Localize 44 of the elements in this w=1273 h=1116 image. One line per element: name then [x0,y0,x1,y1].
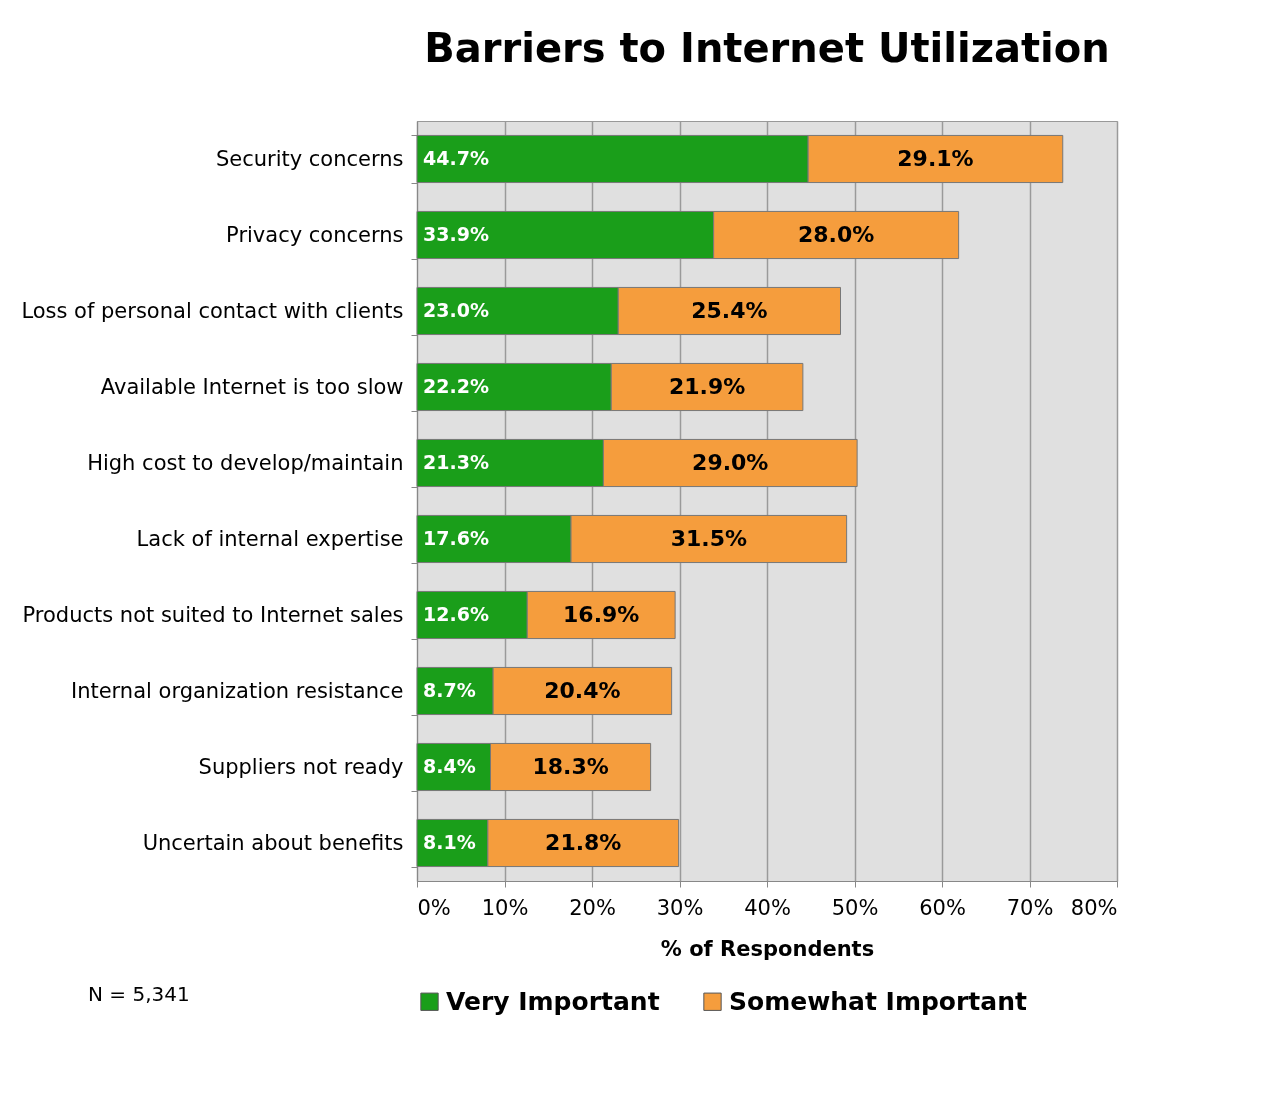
data-label: 23.0% [423,299,489,321]
data-label: 17.6% [423,527,489,549]
y-tick-label: Available Internet is too slow [100,374,404,399]
data-label: 8.1% [423,831,476,853]
y-tick-label: Internal organization resistance [70,678,404,703]
data-label: 16.9% [563,602,640,627]
data-label: 21.9% [668,374,746,399]
data-label: 8.7% [423,679,476,701]
legend-label: Very Important [446,986,660,1016]
data-label: 22.2% [423,375,489,397]
x-tick-label: 80% [1070,895,1118,920]
data-label: 33.9% [423,223,489,245]
data-label: 21.3% [423,451,489,473]
y-tick-label: Uncertain about benefits [142,830,404,855]
y-tick-label: Privacy concerns [226,222,404,247]
legend-label: Somewhat Important [729,986,1027,1016]
data-label: 29.0% [692,450,769,475]
data-label: 25.4% [691,298,768,323]
x-tick-label: 50% [831,895,879,920]
data-label: 8.4% [423,755,476,777]
x-tick-label: 70% [1006,895,1054,920]
x-tick-label: 40% [744,895,791,920]
data-label: 18.3% [532,754,609,779]
y-tick-label: Suppliers not ready [198,754,404,779]
y-tick-label: Products not suited to Internet sales [22,602,404,627]
x-tick-label: 0% [417,895,451,920]
x-tick-label: 60% [919,895,966,920]
x-tick-label: 30% [656,895,704,920]
data-label: 31.5% [670,526,747,551]
data-label: 20.4% [544,678,621,703]
data-label: 44.7% [423,147,489,169]
chart-title: Barriers to Internet Utilization [424,25,1110,71]
data-label: 12.6% [423,603,489,625]
data-label: 28.0% [797,222,875,247]
x-tick-label: 10% [481,895,529,920]
y-tick-label: Lack of internal expertise [136,526,404,551]
data-label: 21.8% [545,830,622,855]
x-tick-label: 20% [569,895,616,920]
y-tick-label: High cost to develop/maintain [87,450,404,475]
y-tick-label: Security concerns [215,146,404,171]
text: N = 5,341 [88,982,190,1006]
y-tick-label: Loss of personal contact with clients [21,298,404,323]
data-label: 29.1% [897,146,974,171]
x-axis-title: % of Respondents [660,936,875,961]
